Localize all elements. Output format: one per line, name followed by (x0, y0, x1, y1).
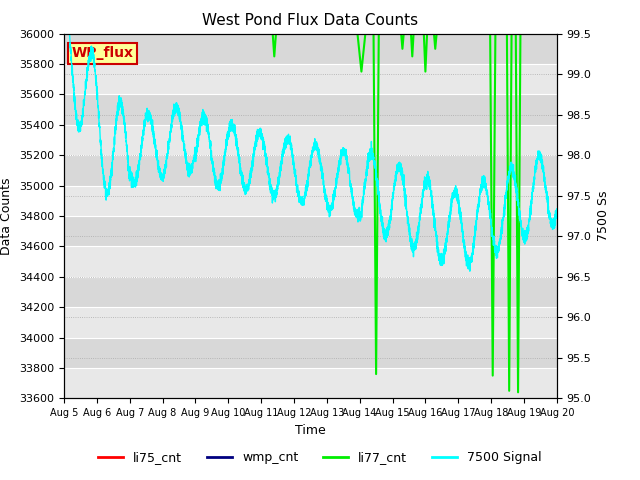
li77_cnt (248, 31, 256, 36)
7500 Signal (428, 196, 436, 202)
7500 Signal (60, 15, 68, 21)
Legend: li75_cnt, wmp_cnt, li77_cnt, 7500 Signal: li75_cnt, wmp_cnt, li77_cnt, 7500 Signal (93, 446, 547, 469)
Bar (64, 155, 557, 186)
wmp_cnt (248, 31, 256, 36)
7500 Signal (248, 157, 256, 163)
li77_cnt (381, 31, 388, 36)
li75_cnt (381, 32, 388, 37)
li77_cnt (60, 31, 68, 36)
Bar (64, 64, 557, 95)
li75_cnt (428, 32, 436, 37)
wmp_cnt (356, 31, 364, 36)
Y-axis label: Data Counts: Data Counts (1, 177, 13, 255)
Bar (64, 368, 557, 398)
li75_cnt (60, 32, 68, 37)
wmp_cnt (553, 31, 561, 36)
7500 Signal (466, 268, 474, 274)
Line: 7500 Signal: 7500 Signal (64, 18, 557, 271)
Bar (64, 277, 557, 307)
7500 Signal (150, 129, 157, 134)
li75_cnt (356, 32, 364, 37)
7500 Signal (356, 214, 364, 219)
Bar (64, 125, 557, 155)
Bar (64, 34, 557, 64)
7500 Signal (465, 261, 473, 266)
Title: West Pond Flux Data Counts: West Pond Flux Data Counts (202, 13, 419, 28)
li77_cnt (553, 31, 561, 36)
li77_cnt (356, 51, 364, 57)
Bar (64, 95, 557, 125)
7500 Signal (553, 206, 561, 212)
Bar (64, 307, 557, 337)
7500 Signal (381, 231, 388, 237)
li77_cnt (150, 31, 157, 36)
wmp_cnt (381, 31, 388, 36)
X-axis label: Time: Time (295, 424, 326, 437)
Text: WP_flux: WP_flux (72, 47, 133, 60)
li75_cnt (553, 32, 561, 37)
Bar (64, 337, 557, 368)
Bar (64, 186, 557, 216)
Y-axis label: 7500 Ss: 7500 Ss (597, 191, 610, 241)
li75_cnt (150, 32, 157, 37)
wmp_cnt (465, 31, 473, 36)
wmp_cnt (150, 31, 157, 36)
Bar (64, 246, 557, 277)
li75_cnt (248, 32, 256, 37)
Bar (64, 216, 557, 246)
Line: li77_cnt: li77_cnt (64, 34, 557, 392)
li77_cnt (514, 389, 522, 395)
li75_cnt (465, 32, 473, 37)
wmp_cnt (428, 31, 436, 36)
li77_cnt (465, 31, 473, 36)
li77_cnt (428, 31, 436, 36)
wmp_cnt (60, 31, 68, 36)
